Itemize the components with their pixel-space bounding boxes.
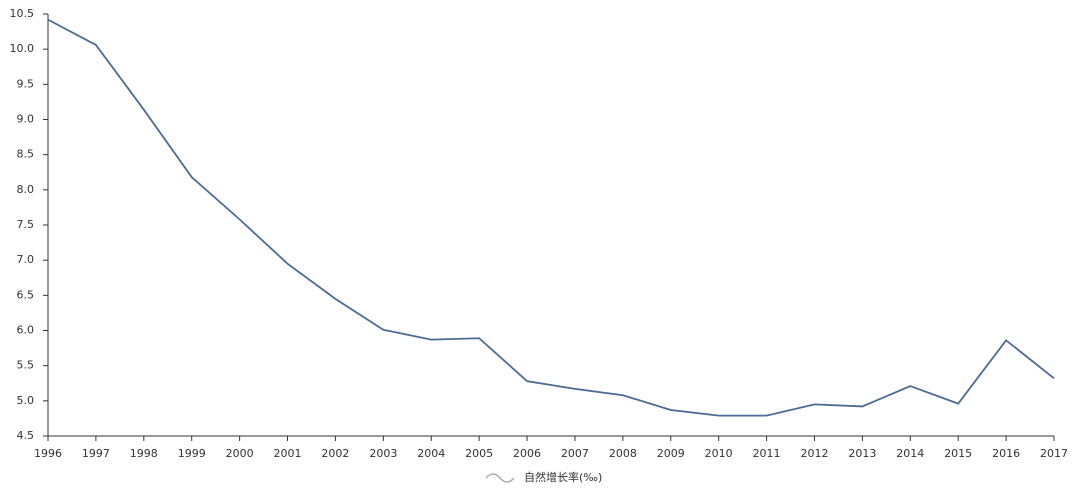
x-tick-label: 2006 <box>513 447 541 460</box>
x-tick-label: 2012 <box>800 447 828 460</box>
x-tick-label: 2014 <box>896 447 924 460</box>
x-tick-label: 1999 <box>178 447 206 460</box>
x-tick-label: 2016 <box>992 447 1020 460</box>
x-tick-label: 2010 <box>705 447 733 460</box>
line <box>47 18 1055 417</box>
legend-icon <box>485 473 515 483</box>
y-tick-label: 10.5 <box>10 7 35 20</box>
x-tick-label: 2001 <box>274 447 302 460</box>
x-tick-label: 1997 <box>82 447 110 460</box>
y-tick-label: 9.0 <box>17 113 35 126</box>
y-tick-label: 8.5 <box>17 148 35 161</box>
x-tick-label: 2008 <box>609 447 637 460</box>
y-tick-label: 7.5 <box>17 218 35 231</box>
y-tick-label: 6.5 <box>17 288 35 301</box>
x-tick-label: 2004 <box>417 447 445 460</box>
x-tick-label: 2000 <box>226 447 254 460</box>
x-tick-label: 2007 <box>561 447 589 460</box>
y-tick-label: 9.5 <box>17 77 35 90</box>
legend-label: 自然增长率(‰) <box>524 470 602 484</box>
x-tick-label: 2013 <box>848 447 876 460</box>
y-tick-label: 5.0 <box>17 394 35 407</box>
x-tick-label: 2002 <box>321 447 349 460</box>
x-tick-label: 2017 <box>1040 447 1068 460</box>
x-tick-label: 2005 <box>465 447 493 460</box>
y-tick-label: 4.5 <box>17 429 35 442</box>
y-tick-label: 5.5 <box>17 359 35 372</box>
x-tick-label: 1996 <box>34 447 62 460</box>
y-tick-label: 7.0 <box>17 253 35 266</box>
x-tick-label: 2011 <box>753 447 781 460</box>
y-tick-label: 8.0 <box>17 183 35 196</box>
x-tick-label: 1998 <box>130 447 158 460</box>
x-tick-label: 2003 <box>369 447 397 460</box>
x-tick-label: 2009 <box>657 447 685 460</box>
y-tick-label: 6.0 <box>17 324 35 337</box>
x-tick-label: 2015 <box>944 447 972 460</box>
y-tick-label: 10.0 <box>10 42 35 55</box>
